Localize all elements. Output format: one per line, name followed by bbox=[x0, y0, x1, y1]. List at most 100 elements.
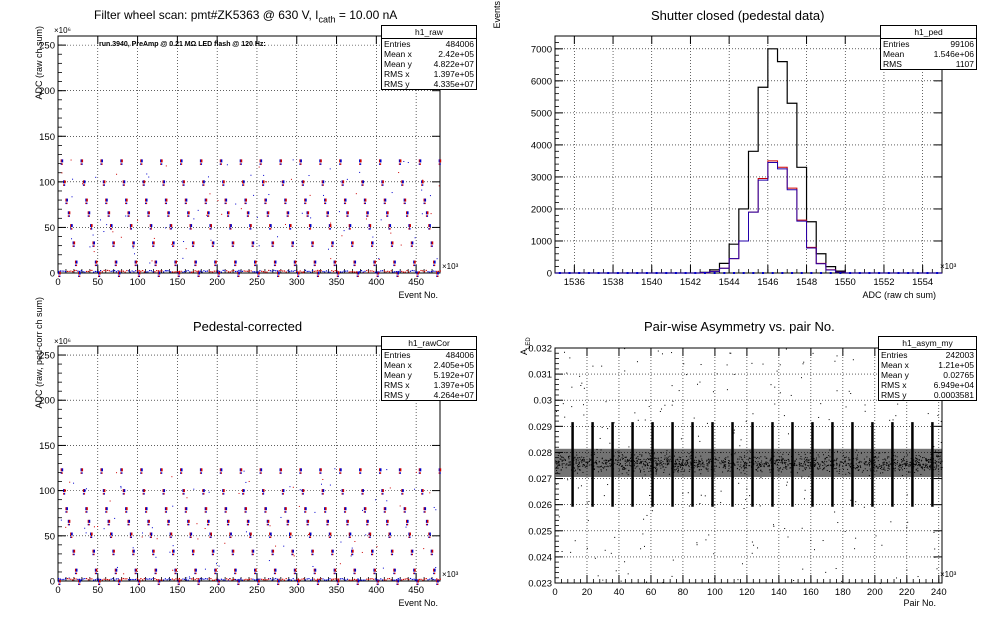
data-point bbox=[353, 260, 356, 264]
data-point bbox=[311, 269, 314, 272]
data-point bbox=[58, 271, 60, 275]
data-point bbox=[380, 219, 382, 221]
data-point bbox=[262, 184, 265, 186]
data-point bbox=[128, 519, 131, 523]
data-point bbox=[94, 260, 97, 264]
data-point bbox=[140, 468, 142, 472]
data-point bbox=[261, 493, 264, 495]
data-point bbox=[281, 181, 283, 183]
data-point bbox=[376, 579, 379, 583]
data-point bbox=[118, 275, 121, 277]
data-point bbox=[291, 553, 293, 556]
data-point bbox=[134, 260, 137, 264]
data-point bbox=[133, 245, 135, 247]
data-point bbox=[100, 269, 102, 272]
data-point bbox=[219, 472, 221, 474]
data-point bbox=[941, 460, 943, 462]
data-point bbox=[129, 271, 131, 273]
data-point bbox=[83, 493, 86, 495]
data-point bbox=[428, 224, 430, 228]
data-point bbox=[315, 579, 317, 581]
data-point bbox=[402, 489, 404, 493]
data-point bbox=[334, 572, 336, 575]
data-point bbox=[92, 553, 94, 556]
x-tick-label: 1540 bbox=[641, 277, 662, 288]
data-point bbox=[377, 275, 379, 277]
data-point bbox=[85, 507, 87, 511]
data-point bbox=[80, 159, 83, 163]
data-point bbox=[126, 507, 128, 511]
data-point bbox=[282, 578, 284, 580]
data-point bbox=[329, 224, 332, 228]
data-point bbox=[265, 511, 267, 513]
data-point bbox=[98, 583, 101, 585]
data-point bbox=[235, 572, 237, 575]
data-point bbox=[570, 551, 572, 553]
data-point bbox=[191, 549, 194, 553]
data-point bbox=[121, 163, 123, 165]
data-point bbox=[152, 241, 154, 245]
data-point bbox=[206, 578, 209, 580]
data-point bbox=[617, 451, 619, 453]
data-point bbox=[289, 536, 292, 538]
data-point bbox=[437, 579, 439, 583]
data-point bbox=[66, 578, 68, 580]
data-point bbox=[203, 270, 205, 272]
data-point bbox=[897, 272, 900, 274]
data-point bbox=[222, 579, 224, 581]
data-point bbox=[907, 521, 909, 523]
data-point bbox=[157, 271, 160, 275]
data-point bbox=[125, 215, 127, 217]
data-point bbox=[161, 270, 163, 272]
data-point bbox=[292, 241, 294, 245]
stats-row: RMS x 1.397e+05 bbox=[382, 69, 476, 79]
data-point bbox=[566, 372, 568, 374]
data-point bbox=[425, 269, 427, 272]
data-point bbox=[142, 493, 144, 495]
x-tick-label: 250 bbox=[249, 277, 265, 288]
data-point bbox=[122, 577, 124, 580]
data-point bbox=[331, 578, 333, 580]
data-point bbox=[868, 272, 871, 274]
data-point bbox=[774, 386, 776, 388]
data-point bbox=[362, 271, 364, 273]
data-point bbox=[248, 480, 250, 482]
data-point bbox=[80, 472, 82, 474]
data-point bbox=[273, 568, 276, 572]
data-point bbox=[247, 579, 249, 581]
data-point bbox=[427, 579, 429, 581]
data-point bbox=[154, 260, 157, 264]
data-point bbox=[580, 485, 582, 487]
data-point bbox=[100, 219, 102, 221]
data-point bbox=[164, 511, 167, 513]
data-point bbox=[357, 275, 359, 277]
data-point bbox=[220, 578, 223, 580]
data-point bbox=[855, 501, 857, 503]
panel-corrected: Pedestal-corrected 0 50 100 150 200 250 300 350… bbox=[0, 297, 498, 622]
data-point bbox=[129, 579, 131, 581]
data-point bbox=[189, 224, 192, 228]
data-point bbox=[713, 272, 716, 274]
data-point bbox=[377, 271, 380, 275]
data-point bbox=[369, 270, 371, 272]
data-point bbox=[278, 583, 280, 585]
data-point bbox=[347, 215, 349, 217]
data-point bbox=[114, 260, 117, 264]
data-point bbox=[237, 275, 239, 277]
stats-row: Mean y 4.822e+07 bbox=[382, 59, 476, 69]
data-point bbox=[429, 536, 431, 538]
data-point bbox=[124, 578, 126, 580]
data-point bbox=[346, 578, 349, 580]
data-point bbox=[247, 523, 250, 526]
data-band bbox=[555, 448, 942, 477]
data-point bbox=[270, 536, 272, 538]
data-point bbox=[177, 579, 180, 583]
data-point bbox=[787, 433, 789, 435]
data-point bbox=[308, 532, 311, 536]
x-tick-label: 200 bbox=[209, 585, 225, 596]
data-point bbox=[229, 271, 231, 273]
data-point bbox=[362, 579, 364, 581]
data-point bbox=[94, 579, 96, 581]
data-point bbox=[401, 493, 403, 495]
data-point bbox=[270, 532, 272, 536]
